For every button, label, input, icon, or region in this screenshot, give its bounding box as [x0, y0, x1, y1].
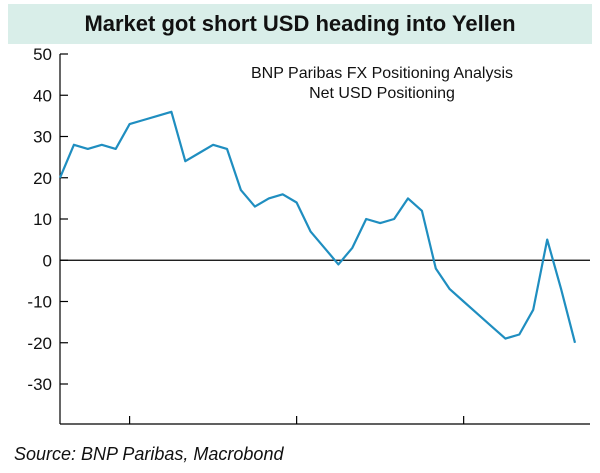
- x-tick-labels: 2014 2015 2016: [194, 441, 538, 444]
- y-tick-labels: 50 40 30 20 10 0 -10 -20 -30: [27, 45, 52, 394]
- y-tick-label: 40: [33, 86, 52, 105]
- y-tick-label: 0: [43, 251, 52, 270]
- series-line: [58, 110, 577, 344]
- axes: [59, 53, 590, 425]
- y-tick-label: -20: [27, 334, 52, 353]
- x-tick-label: 2015: [361, 441, 399, 444]
- y-tick-label: 20: [33, 169, 52, 188]
- x-tick-label: 2016: [500, 441, 538, 444]
- annotation-line-1: BNP Paribas FX Positioning Analysis: [251, 65, 513, 82]
- y-tick-label: 10: [33, 210, 52, 229]
- annotation-line-2: Net USD Positioning: [309, 85, 455, 102]
- x-tick-label: 2014: [194, 441, 232, 444]
- source-note: Source: BNP Paribas, Macrobond: [14, 444, 284, 464]
- y-tick-label: -10: [27, 293, 52, 312]
- y-tick-label: 30: [33, 128, 52, 147]
- chart-plot: 50 40 30 20 10 0 -10 -20 -30 2014 2015 2016 BNP Pa…: [27, 45, 590, 444]
- y-tick-label: -30: [27, 375, 52, 394]
- chart-title: Market got short USD heading into Yellen: [8, 4, 592, 44]
- y-tick-label: 50: [33, 45, 52, 64]
